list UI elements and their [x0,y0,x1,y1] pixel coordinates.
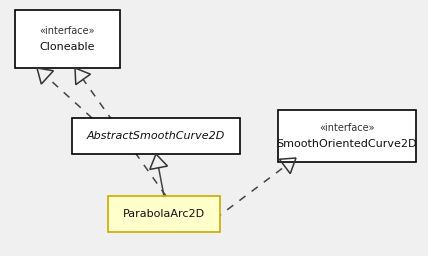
Text: «interface»: «interface» [319,123,375,133]
Text: SmoothOrientedCurve2D: SmoothOrientedCurve2D [277,139,417,149]
Bar [72,118,240,154]
Text: ParabolaArc2D: ParabolaArc2D [123,209,205,219]
Text: Cloneable: Cloneable [40,42,95,52]
Bar [108,196,220,232]
Text: AbstractSmoothCurve2D: AbstractSmoothCurve2D [87,131,225,141]
Bar [15,10,120,68]
Text: «interface»: «interface» [40,26,95,36]
Bar [278,110,416,162]
